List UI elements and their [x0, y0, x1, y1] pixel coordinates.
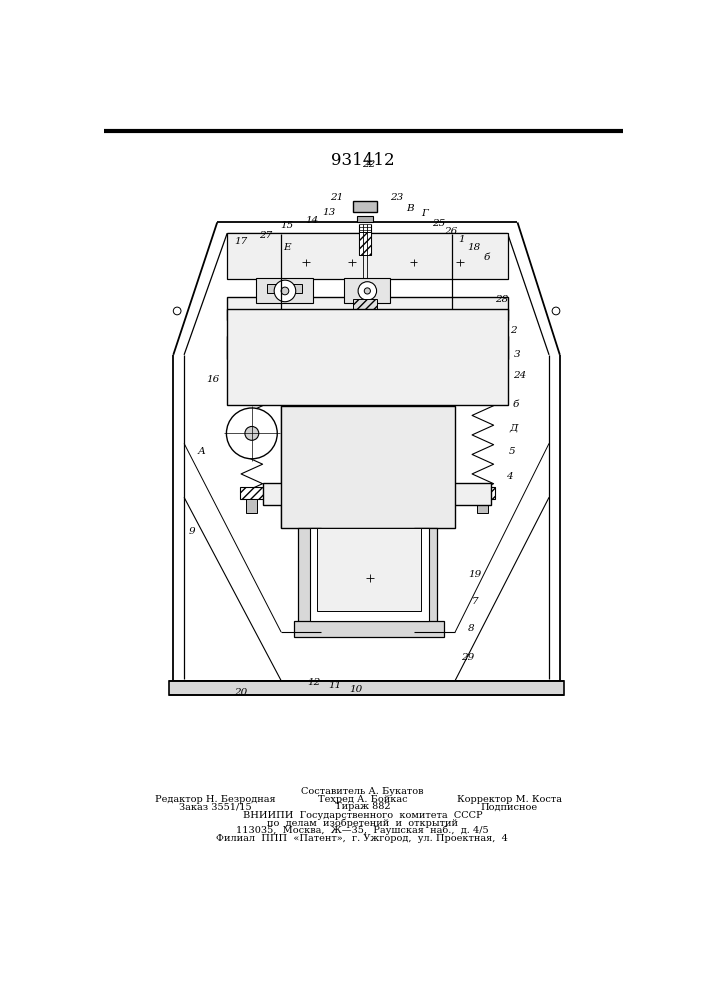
- Text: 23: 23: [390, 192, 403, 202]
- Text: б: б: [513, 400, 519, 409]
- Bar: [247, 499, 257, 513]
- Text: 14: 14: [305, 216, 319, 225]
- Text: по  делам  изобретений  и  открытий: по делам изобретений и открытий: [267, 818, 458, 828]
- Bar: [247, 336, 257, 349]
- Text: Редактор Н. Безродная: Редактор Н. Безродная: [155, 795, 276, 804]
- Text: Е: Е: [283, 243, 291, 252]
- Text: 26: 26: [444, 227, 457, 236]
- Text: Составитель А. Букатов: Составитель А. Букатов: [301, 787, 423, 796]
- Bar: [477, 336, 489, 349]
- Bar: [354, 299, 377, 312]
- Text: 21: 21: [330, 192, 343, 202]
- Bar: [310, 528, 429, 620]
- Text: 4: 4: [506, 472, 513, 481]
- Circle shape: [274, 280, 296, 302]
- Circle shape: [281, 287, 288, 295]
- Text: 3: 3: [514, 350, 521, 359]
- Text: Филиал  ППП  «Патент»,  г. Ужгород,  ул. Проектная,  4: Филиал ППП «Патент», г. Ужгород, ул. Про…: [216, 834, 508, 843]
- Text: 15: 15: [280, 221, 293, 230]
- Text: 8: 8: [468, 624, 474, 633]
- Text: Д: Д: [510, 424, 518, 432]
- Circle shape: [173, 307, 181, 315]
- Bar: [227, 297, 508, 320]
- Circle shape: [226, 408, 277, 459]
- Text: 28: 28: [496, 295, 509, 304]
- Text: 1: 1: [458, 235, 464, 244]
- Text: 27: 27: [259, 231, 272, 240]
- Text: 16: 16: [206, 375, 220, 384]
- Text: Корректор М. Коста: Корректор М. Коста: [457, 795, 562, 804]
- Circle shape: [364, 288, 370, 294]
- Text: 2: 2: [510, 326, 517, 335]
- Bar: [477, 499, 489, 513]
- Bar: [353, 201, 378, 212]
- Bar: [240, 487, 264, 499]
- Text: 12: 12: [307, 678, 320, 687]
- Bar: [264, 483, 491, 505]
- Bar: [298, 528, 321, 632]
- Bar: [359, 232, 371, 255]
- Text: 17: 17: [235, 237, 247, 246]
- Text: 13: 13: [322, 208, 335, 217]
- Text: Подписное: Подписное: [481, 802, 538, 811]
- Text: В: В: [406, 204, 414, 213]
- Bar: [267, 284, 302, 293]
- Bar: [471, 487, 495, 499]
- Text: б: б: [484, 253, 490, 262]
- Circle shape: [358, 282, 377, 300]
- Circle shape: [552, 307, 560, 315]
- Bar: [227, 336, 508, 359]
- Text: 5: 5: [509, 447, 515, 456]
- Text: 25: 25: [432, 219, 445, 228]
- Bar: [281, 406, 455, 528]
- Bar: [414, 528, 437, 632]
- Text: 19: 19: [469, 570, 481, 579]
- Bar: [170, 681, 563, 695]
- Text: 29: 29: [461, 653, 474, 662]
- Text: 22: 22: [362, 160, 375, 169]
- Bar: [357, 216, 373, 222]
- Text: Заказ 3551/15: Заказ 3551/15: [179, 802, 252, 811]
- Bar: [227, 309, 508, 405]
- Bar: [317, 528, 421, 611]
- Text: 24: 24: [513, 371, 527, 380]
- Text: Техред А. Бойкас: Техред А. Бойкас: [317, 795, 407, 804]
- Text: Г: Г: [421, 209, 428, 218]
- Text: 931412: 931412: [331, 152, 395, 169]
- Bar: [294, 620, 444, 637]
- Text: 10: 10: [349, 685, 363, 694]
- Text: 7: 7: [472, 597, 479, 606]
- Text: 11: 11: [328, 681, 341, 690]
- Text: ВНИИПИ  Государственного  комитета  СССР: ВНИИПИ Государственного комитета СССР: [243, 811, 482, 820]
- Text: А: А: [198, 447, 206, 456]
- Text: 18: 18: [467, 243, 480, 252]
- Bar: [471, 349, 495, 361]
- Bar: [256, 278, 313, 303]
- Bar: [344, 278, 390, 303]
- Text: 9: 9: [189, 527, 195, 536]
- Text: Тираж 882: Тираж 882: [334, 802, 390, 811]
- Circle shape: [245, 426, 259, 440]
- Bar: [240, 349, 264, 361]
- Text: 20: 20: [234, 688, 247, 697]
- Circle shape: [377, 423, 404, 451]
- Bar: [227, 233, 508, 279]
- Text: 113035,  Москва,  Ж—35,  Раушская  наб.,  д. 4/5: 113035, Москва, Ж—35, Раушская наб., д. …: [236, 826, 489, 835]
